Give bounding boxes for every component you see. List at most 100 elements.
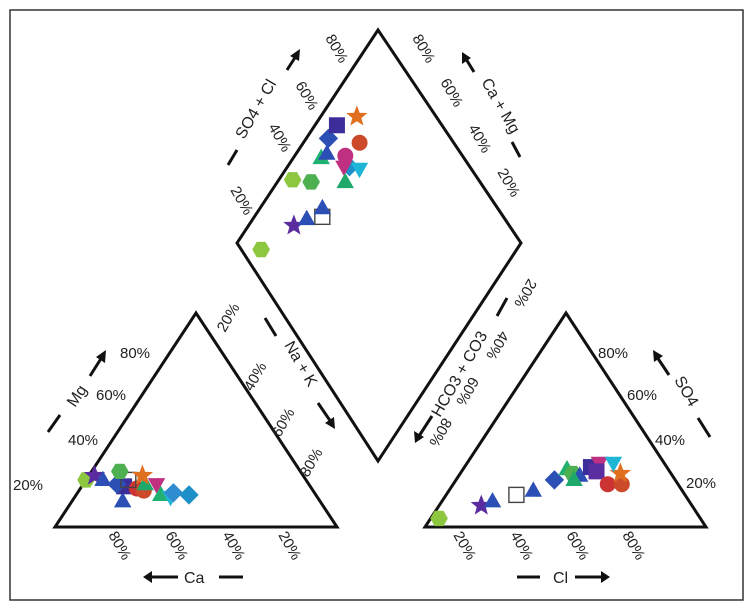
cation-triangle bbox=[52, 310, 340, 529]
so4cl-dash bbox=[226, 149, 239, 166]
cation-ca-ticks: 80% 60% 40% 20% bbox=[105, 529, 305, 564]
anion-so4-ticks: 20% 40% 60% 80% bbox=[598, 345, 716, 492]
cation-point-9 bbox=[136, 474, 154, 491]
diamond-point-9 bbox=[328, 117, 345, 134]
tick-camg-60: 60% bbox=[437, 76, 467, 111]
tick-cl-60: 60% bbox=[563, 529, 593, 564]
camg-dash bbox=[510, 141, 522, 158]
anion-point-4 bbox=[524, 481, 542, 497]
tick-nak-80: 80% bbox=[297, 445, 327, 480]
diamond-point-4 bbox=[313, 198, 332, 215]
nak-arrowhead-icon bbox=[325, 417, 335, 429]
so4-axis-label: SO4 bbox=[671, 374, 702, 410]
tick-mg-20: 20% bbox=[13, 477, 43, 494]
diamond-point-8 bbox=[318, 128, 339, 149]
anion-triangle bbox=[422, 310, 709, 529]
tick-mg-40: 40% bbox=[68, 432, 98, 449]
tick-so4cl-80: 80% bbox=[322, 32, 352, 67]
diamond-point-7 bbox=[318, 144, 336, 160]
anion-point-12 bbox=[599, 476, 616, 493]
diamond-point-15 bbox=[351, 134, 368, 151]
tick-ca-60: 60% bbox=[162, 529, 192, 564]
tick-so4-20: 20% bbox=[686, 475, 716, 492]
mg-arrow-line bbox=[88, 356, 104, 377]
mg-axis-label: Mg bbox=[64, 382, 91, 410]
cation-point-3 bbox=[94, 470, 112, 486]
hco3-arrowhead-icon bbox=[414, 431, 424, 443]
tick-cl-40: 40% bbox=[507, 529, 537, 564]
camg-axis-label: Ca + Mg bbox=[478, 76, 523, 137]
diamond-field bbox=[235, 27, 523, 464]
diamond-point-17 bbox=[283, 172, 302, 188]
cation-point-7 bbox=[120, 471, 137, 489]
tick-so4-60: 60% bbox=[627, 387, 657, 404]
tick-nak-20: 20% bbox=[214, 300, 244, 335]
cation-point-15 bbox=[147, 478, 166, 494]
diamond-point-14 bbox=[346, 105, 368, 126]
tick-ca-80: 80% bbox=[105, 529, 135, 564]
cation-ca-axis-title: Ca bbox=[143, 570, 243, 587]
anion-point-0 bbox=[430, 510, 448, 527]
tick-ca-20: 20% bbox=[275, 529, 305, 564]
anion-point-3 bbox=[508, 486, 525, 504]
ca-axis-label: Ca bbox=[184, 570, 205, 587]
tick-mg-60: 60% bbox=[96, 387, 126, 404]
nak-arrow-line bbox=[316, 402, 333, 423]
anion-point-5 bbox=[544, 470, 565, 490]
tick-nak-60: 60% bbox=[269, 405, 299, 440]
nak-dash bbox=[263, 317, 278, 337]
hco3-axis-label: HCO3 + CO3 bbox=[429, 329, 492, 420]
tick-so4cl-20: 20% bbox=[227, 184, 257, 219]
cation-point-14 bbox=[131, 464, 154, 485]
tick-mg-80: 80% bbox=[120, 345, 150, 362]
tick-cl-20: 20% bbox=[450, 529, 480, 564]
tick-camg-20: 20% bbox=[494, 166, 524, 201]
camg-arrow-line bbox=[464, 58, 476, 73]
diamond-point-0 bbox=[252, 241, 270, 258]
ca-arrowhead-icon bbox=[143, 571, 152, 583]
so4cl-arrowhead-icon bbox=[290, 49, 300, 61]
so4-arrow-line bbox=[655, 356, 671, 376]
diamond-point-12 bbox=[337, 147, 354, 164]
cation-mg-ticks: 20% 40% 60% 80% bbox=[13, 345, 150, 494]
anion-cl-axis-title: Cl bbox=[517, 570, 610, 587]
anion-so4-axis-title: SO4 bbox=[653, 350, 712, 438]
anion-point-2 bbox=[483, 492, 502, 508]
diamond-point-5 bbox=[302, 174, 320, 190]
tick-nak-40: 40% bbox=[241, 359, 271, 394]
cation-point-13 bbox=[111, 463, 129, 479]
tick-so4-40: 40% bbox=[655, 432, 685, 449]
camg-arrowhead-icon bbox=[462, 52, 471, 64]
cation-point-1 bbox=[83, 464, 106, 485]
diamond-point-2 bbox=[297, 209, 316, 226]
anion-cl-ticks: 20% 40% 60% 80% bbox=[450, 529, 649, 564]
diamond-point-13 bbox=[336, 172, 354, 189]
cation-nak-axis-title: Na + K bbox=[263, 317, 335, 429]
tick-so4-80: 80% bbox=[598, 345, 628, 362]
diamond-point-16 bbox=[350, 162, 369, 179]
cl-arrowhead-icon bbox=[601, 571, 610, 583]
hco3-arrow-line bbox=[417, 415, 434, 437]
mg-arrowhead-icon bbox=[96, 350, 106, 363]
anion-point-15 bbox=[604, 456, 623, 473]
mg-dash bbox=[46, 414, 62, 433]
data-markers bbox=[77, 105, 632, 527]
hco3-dash bbox=[495, 297, 509, 317]
cation-point-16 bbox=[179, 485, 199, 505]
tick-so4cl-40: 40% bbox=[265, 121, 295, 156]
tick-ca-40: 40% bbox=[219, 529, 249, 564]
anion-point-16 bbox=[565, 470, 583, 486]
tick-camg-80: 80% bbox=[409, 32, 439, 67]
tick-so4cl-60: 60% bbox=[292, 79, 322, 114]
tick-camg-40: 40% bbox=[465, 122, 495, 157]
cation-point-12 bbox=[163, 483, 184, 503]
tick-cl-80: 80% bbox=[619, 529, 649, 564]
cation-point-2 bbox=[113, 492, 132, 508]
anion-point-11 bbox=[588, 463, 605, 480]
so4-arrowhead-icon bbox=[653, 350, 663, 362]
so4-dash bbox=[696, 417, 712, 438]
tick-hco3-20: 20% bbox=[510, 276, 540, 311]
cl-axis-label: Cl bbox=[553, 570, 568, 587]
figure-frame bbox=[9, 9, 744, 601]
